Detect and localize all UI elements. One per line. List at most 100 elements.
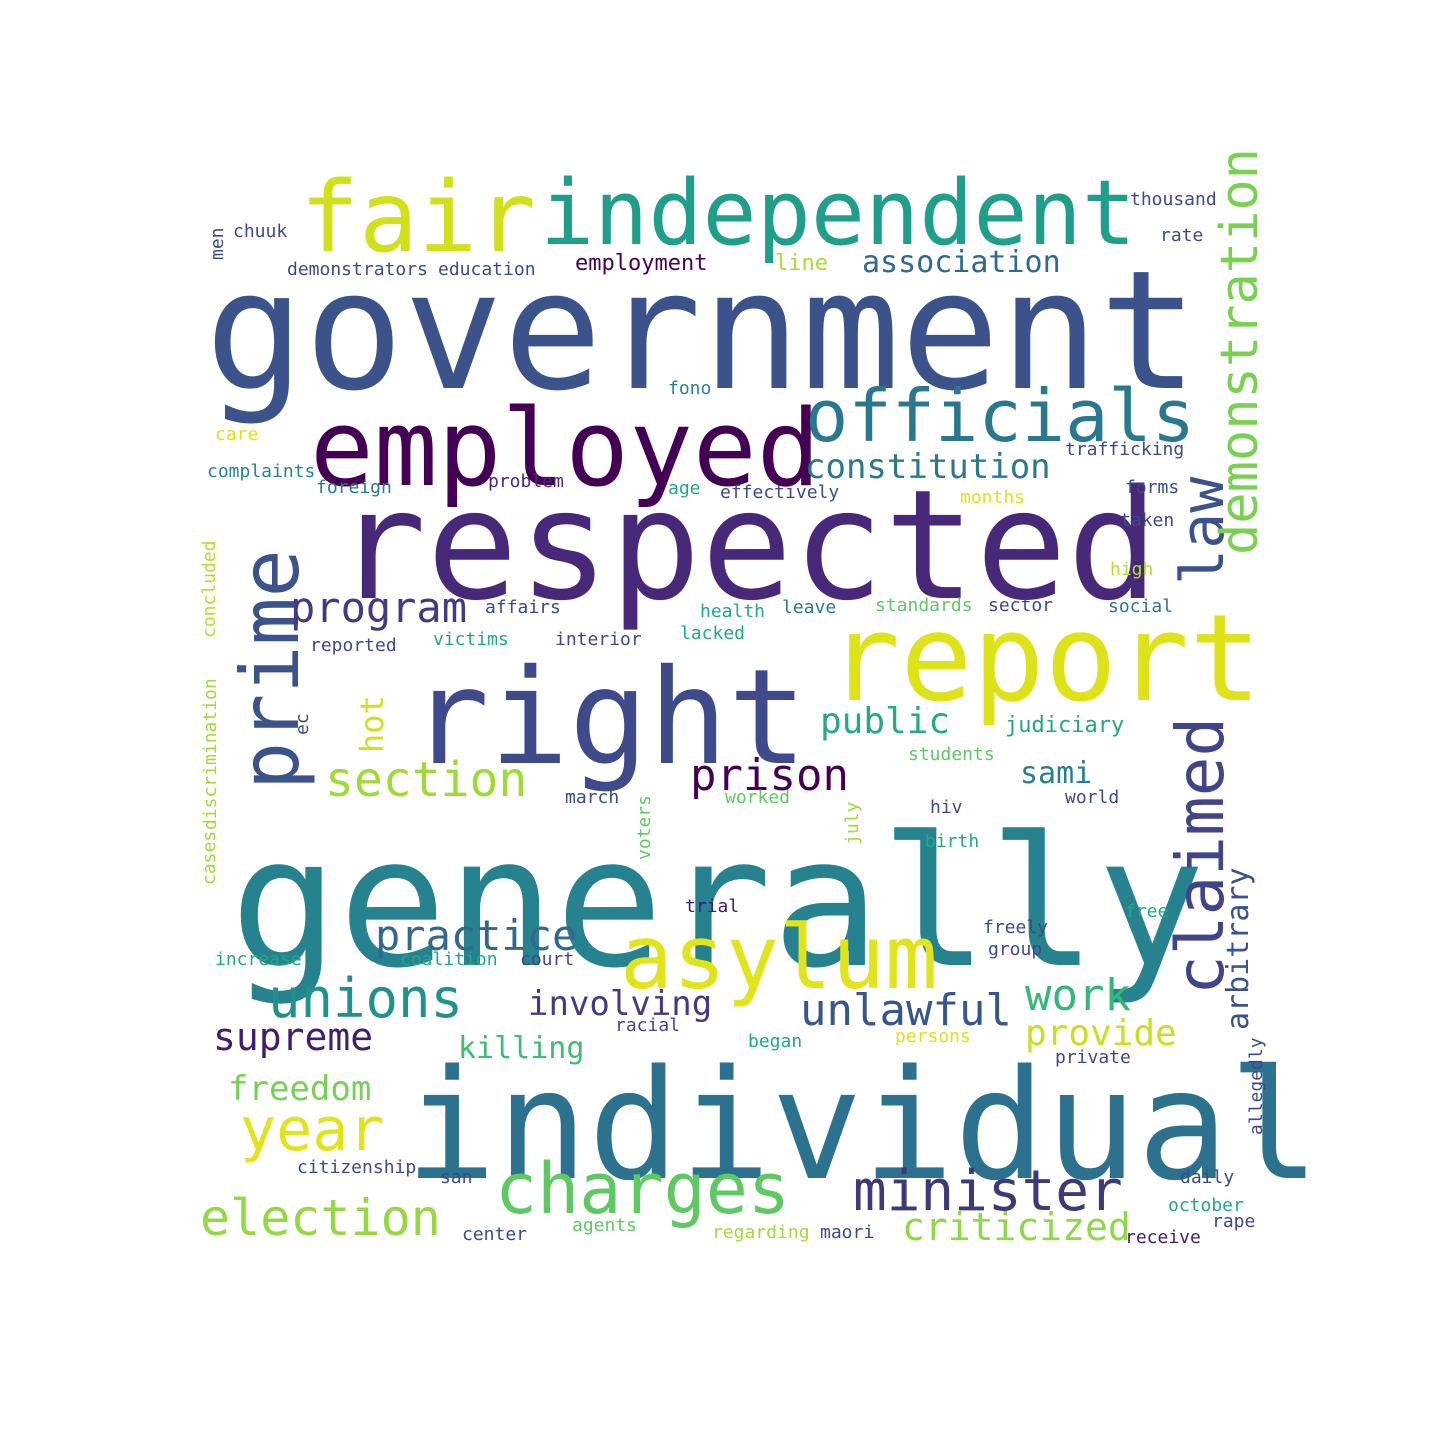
word-forms: forms <box>1125 477 1179 498</box>
word-group: group <box>988 939 1042 960</box>
word-association: association <box>862 245 1061 280</box>
word-maori: maori <box>820 1222 874 1243</box>
word-daily: daily <box>1180 1167 1234 1188</box>
word-interior: interior <box>555 629 642 650</box>
word-line: line <box>775 251 828 276</box>
word-court: court <box>520 949 574 970</box>
word-prison: prison <box>690 750 849 801</box>
word-reported: reported <box>310 635 397 656</box>
word-high: high <box>1110 559 1153 580</box>
word-ec: ec <box>292 713 313 735</box>
word-generally: generally <box>230 799 1205 1008</box>
word-social: social <box>1108 596 1173 617</box>
word-sector: sector <box>988 595 1053 616</box>
word-independent: independent <box>540 161 1136 266</box>
word-provide: provide <box>1025 1013 1177 1054</box>
word-world: world <box>1065 787 1119 808</box>
word-began: began <box>748 1031 802 1052</box>
word-supreme: supreme <box>213 1015 373 1059</box>
word-problem: problem <box>488 471 564 492</box>
word-affairs: affairs <box>485 597 561 618</box>
word-prime: prime <box>224 549 317 790</box>
word-demonstrators: demonstrators <box>287 259 428 280</box>
word-respected: respected <box>335 457 1159 634</box>
word-rate: rate <box>1160 225 1203 246</box>
word-lacked: lacked <box>680 623 745 644</box>
word-rape: rape <box>1212 1211 1255 1232</box>
word-chuuk: chuuk <box>233 221 287 242</box>
word-hiv: hiv <box>930 797 963 818</box>
word-year: year <box>240 1095 385 1165</box>
word-center: center <box>462 1224 527 1245</box>
word-regarding: regarding <box>712 1222 810 1243</box>
word-trial: trial <box>685 896 739 917</box>
word-effectively: effectively <box>720 482 839 503</box>
word-july: july <box>842 801 863 845</box>
word-standards: standards <box>875 595 973 616</box>
word-officials: officials <box>805 374 1195 458</box>
word-cases: cases <box>199 831 220 885</box>
word-men: men <box>207 227 228 260</box>
word-work: work <box>1025 970 1131 1021</box>
word-hot: hot <box>353 695 391 753</box>
word-march: march <box>565 787 619 808</box>
word-free: free <box>1125 901 1168 922</box>
word-criticized: criticized <box>902 1205 1131 1249</box>
word-coalition: coalition <box>400 949 498 970</box>
word-victims: victims <box>433 629 509 650</box>
word-section: section <box>325 752 527 808</box>
word-employment: employment <box>575 251 707 276</box>
word-san: san <box>440 1167 473 1188</box>
word-election: election <box>200 1189 441 1247</box>
word-program: program <box>290 583 467 632</box>
word-voters: voters <box>634 795 655 860</box>
word-racial: racial <box>615 1015 680 1036</box>
word-minister: minister <box>853 1159 1123 1224</box>
word-foreign: foreign <box>316 477 392 498</box>
word-freely: freely <box>983 917 1048 938</box>
word-trafficking: trafficking <box>1065 439 1184 460</box>
word-students: students <box>908 744 995 765</box>
word-agents: agents <box>572 1215 637 1236</box>
word-allegedly: allegedly <box>1246 1037 1267 1135</box>
word-charges: charges <box>495 1148 790 1230</box>
word-freedom: freedom <box>228 1069 371 1109</box>
word-discrimination: discrimination <box>200 678 221 830</box>
word-birth: birth <box>925 831 979 852</box>
word-practice: practice <box>375 911 577 960</box>
word-claimed: claimed <box>1162 717 1239 995</box>
word-involving: involving <box>528 984 712 1024</box>
word-receive: receive <box>1125 1227 1201 1248</box>
word-citizenship: citizenship <box>297 1157 416 1178</box>
word-judiciary: judiciary <box>1005 713 1124 738</box>
word-taken: taken <box>1120 510 1174 531</box>
word-arbitrary: arbitrary <box>1221 867 1256 1030</box>
word-asylum: asylum <box>620 906 938 1009</box>
word-health: health <box>700 601 765 622</box>
word-persons: persons <box>895 1026 971 1047</box>
word-sami: sami <box>1020 756 1092 791</box>
word-right: right <box>410 641 807 795</box>
word-october: october <box>1168 1195 1244 1216</box>
word-law: law <box>1168 476 1238 585</box>
word-constitution: constitution <box>805 447 1051 487</box>
word-concluded: concluded <box>199 540 220 638</box>
word-employed: employed <box>310 387 821 510</box>
word-thousand: thousand <box>1130 189 1217 210</box>
word-demonstration: demonstration <box>1210 148 1270 555</box>
word-complaints: complaints <box>207 461 315 482</box>
word-fair: fair <box>300 161 536 275</box>
word-worked: worked <box>725 787 790 808</box>
word-individual: individual <box>405 1037 1320 1214</box>
word-fono: fono <box>668 378 711 399</box>
word-report: report <box>828 590 1261 729</box>
word-education: education <box>438 259 536 280</box>
word-public: public <box>820 701 950 742</box>
word-unlawful: unlawful <box>800 985 1012 1036</box>
word-age: age <box>668 478 701 499</box>
word-leave: leave <box>782 597 836 618</box>
word-government: government <box>205 235 1198 427</box>
word-killing: killing <box>458 1031 584 1066</box>
